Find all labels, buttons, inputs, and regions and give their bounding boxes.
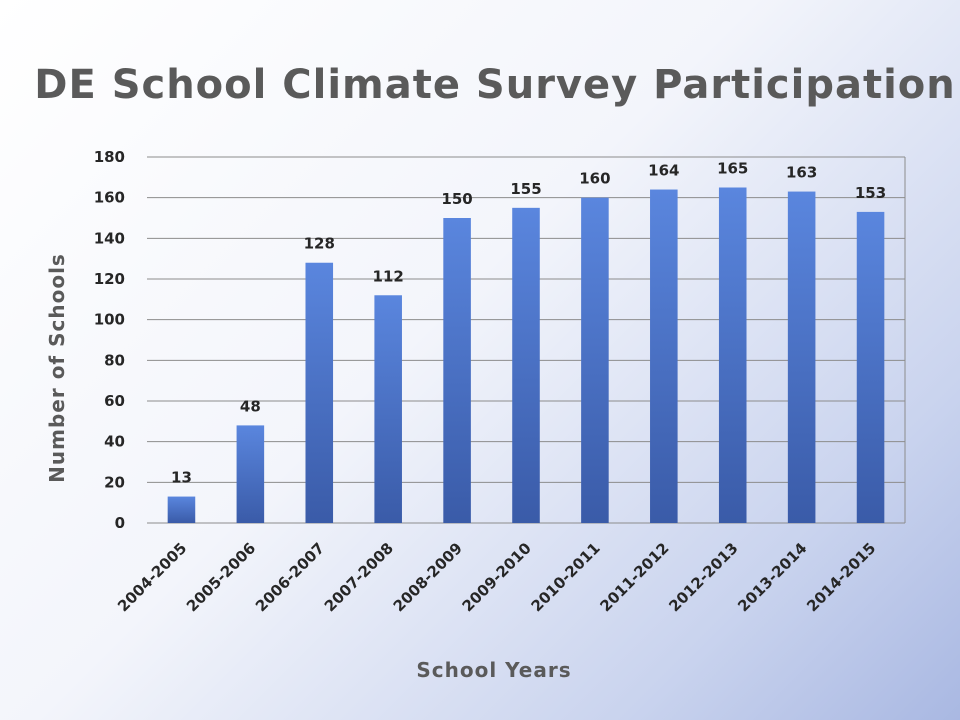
y-tick-label: 180 bbox=[94, 148, 125, 166]
bar bbox=[787, 191, 816, 524]
y-tick-label: 20 bbox=[104, 473, 125, 491]
data-label: 150 bbox=[441, 190, 472, 208]
bar bbox=[650, 189, 678, 524]
bar bbox=[305, 262, 334, 523]
data-label: 153 bbox=[855, 184, 886, 202]
bars bbox=[167, 187, 885, 524]
x-tick-label: 2014-2015 bbox=[803, 539, 879, 615]
data-label: 48 bbox=[240, 397, 261, 415]
x-axis-title: School Years bbox=[416, 658, 571, 682]
bar bbox=[443, 218, 471, 523]
bar bbox=[856, 211, 885, 523]
data-label: 13 bbox=[171, 469, 192, 487]
data-label: 155 bbox=[510, 180, 541, 198]
y-tick-label: 120 bbox=[94, 270, 125, 288]
x-tick-label: 2010-2011 bbox=[528, 539, 604, 615]
bar bbox=[236, 425, 265, 523]
x-tick-label: 2012-2013 bbox=[665, 539, 741, 615]
y-tick-label: 80 bbox=[104, 351, 125, 369]
y-tick-label: 140 bbox=[94, 229, 125, 247]
x-tick-label: 2005-2006 bbox=[183, 539, 259, 615]
y-tick-label: 0 bbox=[115, 514, 125, 532]
bar bbox=[167, 496, 196, 523]
y-axis-title: Number of Schools bbox=[45, 253, 69, 483]
y-tick-label: 40 bbox=[104, 433, 125, 451]
bar bbox=[581, 197, 609, 523]
data-label: 164 bbox=[648, 162, 679, 180]
bar bbox=[718, 187, 747, 523]
bar bbox=[374, 295, 402, 523]
y-tick-label: 60 bbox=[104, 392, 125, 410]
x-tick-label: 2013-2014 bbox=[734, 539, 810, 615]
data-label: 128 bbox=[304, 235, 335, 253]
y-tick-labels: 0 20 40 60 80 100 120 140 160 180 bbox=[94, 148, 125, 532]
data-label: 163 bbox=[786, 164, 817, 182]
data-labels: 13 48 128 112 150 155 160 164 165 163 153 bbox=[171, 160, 886, 487]
data-label: 160 bbox=[579, 170, 610, 188]
data-label: 165 bbox=[717, 160, 748, 178]
y-tick-label: 160 bbox=[94, 189, 125, 207]
x-tick-label: 2009-2010 bbox=[459, 539, 535, 615]
x-tick-label: 2006-2007 bbox=[252, 539, 328, 615]
data-label: 112 bbox=[373, 267, 404, 285]
x-tick-label: 2011-2012 bbox=[596, 539, 672, 615]
y-tick-label: 100 bbox=[94, 311, 125, 329]
chart-title: DE School Climate Survey Participation bbox=[34, 62, 956, 108]
x-tick-label: 2004-2005 bbox=[114, 539, 190, 615]
x-tick-label: 2007-2008 bbox=[321, 539, 397, 615]
bar bbox=[512, 207, 540, 524]
x-tick-labels: 2004-20052005-20062006-20072007-20082008… bbox=[114, 539, 879, 615]
x-tick-label: 2008-2009 bbox=[390, 539, 466, 615]
